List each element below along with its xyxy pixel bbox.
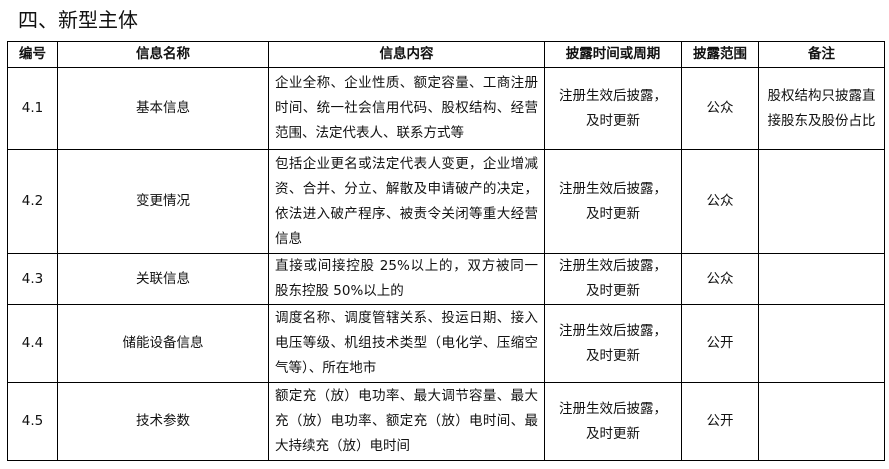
cell-id: 4.3 xyxy=(7,253,58,305)
cell-content: 包括企业更名或法定代表人变更，企业增减资、合并、分立、解散及申请破产的决定，依法… xyxy=(268,149,545,254)
cell-name: 变更情况 xyxy=(57,149,269,254)
table-row: 4.1 基本信息 企业全称、企业性质、额定容量、工商注册时间、统一社会信用代码、… xyxy=(7,67,885,150)
cell-name: 技术参数 xyxy=(57,382,269,461)
disclosure-table: 编号 信息名称 信息内容 披露时间或周期 披露范围 备注 4.1 基本信息 企业… xyxy=(7,41,885,461)
cell-scope: 公众 xyxy=(681,149,759,254)
cell-content: 企业全称、企业性质、额定容量、工商注册时间、统一社会信用代码、股权结构、经营范围… xyxy=(268,67,545,150)
cell-id: 4.5 xyxy=(7,382,58,461)
header-row: 编号 信息名称 信息内容 披露时间或周期 披露范围 备注 xyxy=(7,41,885,68)
cell-content: 额定充（放）电功率、最大调节容量、最大充（放）电功率、额定充（放）电时间、最大持… xyxy=(268,382,545,461)
header-content: 信息内容 xyxy=(268,41,545,68)
cell-period: 注册生效后披露，及时更新 xyxy=(544,67,682,150)
table-row: 4.4 储能设备信息 调度名称、调度管辖关系、投运日期、接入电压等级、机组技术类… xyxy=(7,304,885,383)
cell-name: 基本信息 xyxy=(57,67,269,150)
table-row: 4.5 技术参数 额定充（放）电功率、最大调节容量、最大充（放）电功率、额定充（… xyxy=(7,382,885,461)
cell-name: 关联信息 xyxy=(57,253,269,305)
cell-period: 注册生效后披露，及时更新 xyxy=(544,253,682,305)
cell-period: 注册生效后披露，及时更新 xyxy=(544,149,682,254)
cell-content: 直接或间接控股 25%以上的，双方被同一股东控股 50%以上的 xyxy=(268,253,545,305)
cell-scope: 公众 xyxy=(681,67,759,150)
header-note: 备注 xyxy=(758,41,885,68)
cell-id: 4.2 xyxy=(7,149,58,254)
cell-id: 4.4 xyxy=(7,304,58,383)
cell-period: 注册生效后披露，及时更新 xyxy=(544,382,682,461)
cell-name: 储能设备信息 xyxy=(57,304,269,383)
table-row: 4.2 变更情况 包括企业更名或法定代表人变更，企业增减资、合并、分立、解散及申… xyxy=(7,149,885,254)
cell-scope: 公开 xyxy=(681,382,759,461)
cell-content: 调度名称、调度管辖关系、投运日期、接入电压等级、机组技术类型（电化学、压缩空气等… xyxy=(268,304,545,383)
cell-id: 4.1 xyxy=(7,67,58,150)
header-scope: 披露范围 xyxy=(681,41,759,68)
cell-note xyxy=(758,382,885,461)
cell-scope: 公开 xyxy=(681,304,759,383)
header-period: 披露时间或周期 xyxy=(544,41,682,68)
cell-note xyxy=(758,304,885,383)
cell-note xyxy=(758,149,885,254)
header-name: 信息名称 xyxy=(57,41,269,68)
cell-note xyxy=(758,253,885,305)
cell-note: 股权结构只披露直接股东及股份占比 xyxy=(758,67,885,150)
section-title: 四、新型主体 xyxy=(18,8,138,32)
table-row: 4.3 关联信息 直接或间接控股 25%以上的，双方被同一股东控股 50%以上的… xyxy=(7,253,885,305)
header-id: 编号 xyxy=(7,41,58,68)
cell-scope: 公众 xyxy=(681,253,759,305)
cell-period: 注册生效后披露，及时更新 xyxy=(544,304,682,383)
